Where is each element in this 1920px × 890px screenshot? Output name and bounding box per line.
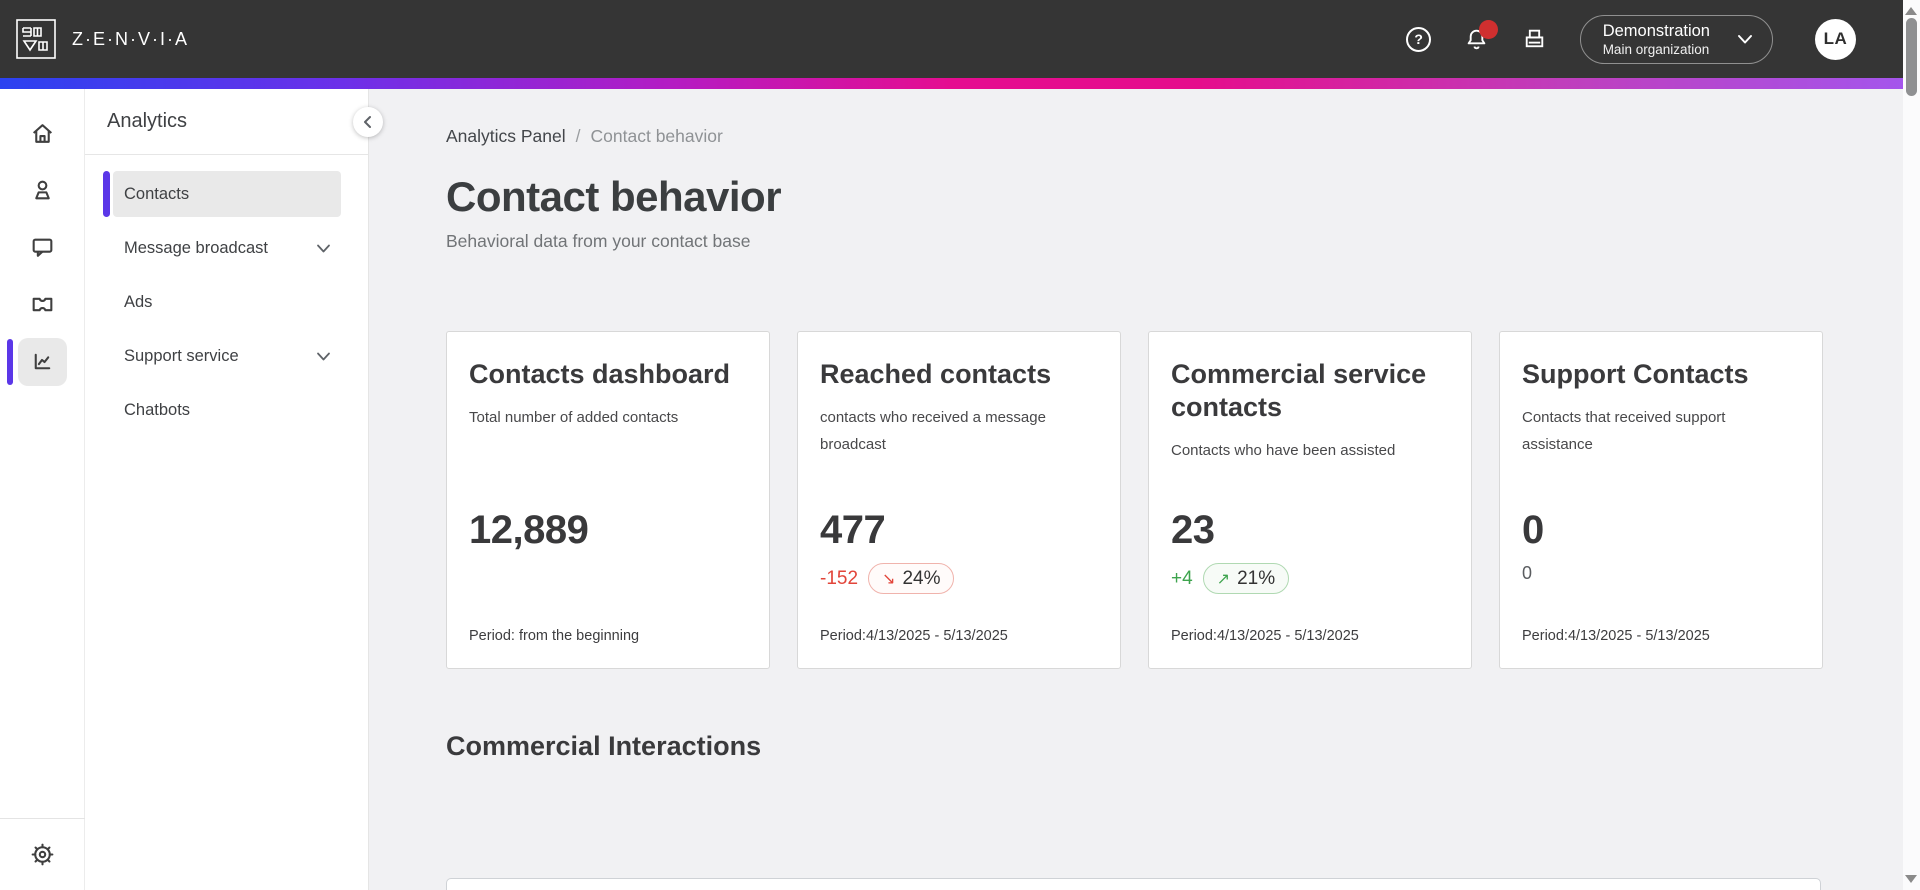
sidebar-item-label: Support service: [124, 346, 239, 365]
card-title: Reached contacts: [820, 359, 1052, 389]
delta-value: 0: [1522, 563, 1533, 583]
sidebar-item-label: Message broadcast: [124, 238, 268, 257]
chevron-left-icon: [364, 116, 371, 128]
section-title-commercial-interactions: Commercial Interactions: [446, 731, 762, 761]
breadcrumb-current: Contact behavior: [590, 126, 723, 146]
card-title: Support Contacts: [1522, 359, 1749, 389]
trend-down-arrow-icon: ↘: [882, 570, 896, 588]
print-button[interactable]: [1520, 24, 1550, 54]
chat-icon: [32, 238, 52, 257]
trend-up-arrow-icon: ↗: [1216, 570, 1231, 588]
breadcrumb-separator: /: [575, 126, 581, 146]
rail-item-campaigns[interactable]: [0, 276, 85, 333]
card-period: Period:4/13/2025 - 5/13/2025: [820, 628, 1008, 644]
main-content: Analytics Panel / Contact behavior Conta…: [369, 89, 1903, 890]
rail-item-home[interactable]: [0, 105, 85, 162]
delta-value: +4: [1171, 567, 1193, 589]
sidebar-collapse-button[interactable]: [353, 107, 383, 137]
rail-item-conversations[interactable]: [0, 219, 85, 276]
help-button[interactable]: ?: [1404, 24, 1434, 54]
help-icon: ?: [1406, 26, 1432, 52]
brand-gradient-bar: [0, 78, 1903, 89]
card-period: Period:4/13/2025 - 5/13/2025: [1171, 628, 1359, 644]
delta-row: -152 ↘ 24%: [820, 563, 955, 594]
notifications-button[interactable]: [1462, 20, 1498, 54]
printer-icon: [1525, 29, 1544, 47]
card-value: 0: [1522, 508, 1544, 552]
badge-percent: 21%: [1237, 567, 1276, 589]
sidebar-item-contacts[interactable]: Contacts: [103, 171, 341, 217]
card-period: Period: from the beginning: [469, 628, 640, 644]
settings-button[interactable]: [29, 841, 56, 868]
sidebar-title: Analytics: [107, 110, 188, 132]
icon-rail: [0, 89, 85, 890]
rail-item-contacts[interactable]: [0, 162, 85, 219]
delta-value: -152: [820, 567, 859, 589]
card-reached-contacts: Reached contacts contacts who received a…: [797, 331, 1121, 669]
sidebar-item-support-service[interactable]: Support service: [113, 333, 341, 379]
topbar: Z·E·N·V·I·A ? Demonstration Main organiz…: [0, 0, 1903, 78]
sidebar-item-label: Contacts: [124, 184, 190, 203]
sidebar-items: Contacts Message broadcast Ads Support s…: [85, 155, 368, 433]
trend-badge: ↘ 24%: [868, 563, 955, 594]
delta-row: 0: [1522, 563, 1532, 584]
active-indicator: [103, 171, 110, 217]
card-commercial-service-contacts: Commercial service contacts Contacts who…: [1148, 331, 1472, 669]
rail-footer: [0, 818, 85, 890]
page-scrollbar[interactable]: [1903, 0, 1920, 890]
card-description: Contacts that received support assistanc…: [1522, 409, 1726, 453]
kpi-cards-row: Contacts dashboard Total number of added…: [446, 331, 1903, 669]
card-description: contacts who received a message broadcas…: [820, 409, 1046, 453]
sidebar-item-message-broadcast[interactable]: Message broadcast: [113, 225, 341, 271]
home-icon: [32, 124, 52, 143]
active-background: [17, 338, 67, 386]
card-value: 477: [820, 508, 886, 552]
card-title: Contacts dashboard: [469, 359, 731, 389]
sidebar-item-ads[interactable]: Ads: [113, 279, 341, 325]
breadcrumb-analytics-panel[interactable]: Analytics Panel: [446, 126, 566, 146]
page-subtitle: Behavioral data from your contact base: [446, 231, 751, 251]
card-description: Total number of added contacts: [469, 409, 679, 426]
chevron-down-icon: [314, 239, 333, 258]
notification-badge: [1478, 20, 1498, 39]
sidebar-item-chatbots[interactable]: Chatbots: [113, 387, 341, 433]
organization-name: Demonstration: [1602, 21, 1710, 40]
ticket-icon: [32, 297, 52, 312]
sidebar-item-label: Chatbots: [124, 400, 191, 419]
chevron-down-icon: [1734, 28, 1756, 50]
sidebar-header: Analytics: [85, 89, 383, 155]
chevron-down-icon: [314, 347, 333, 366]
sidebar-item-label: Ads: [124, 292, 153, 311]
scrollbar-down-arrow[interactable]: [1905, 875, 1917, 883]
active-indicator: [6, 339, 13, 385]
scrollbar-up-arrow[interactable]: [1905, 7, 1917, 15]
card-period: Period:4/13/2025 - 5/13/2025: [1522, 628, 1710, 644]
card-contacts-dashboard: Contacts dashboard Total number of added…: [446, 331, 770, 669]
page-title: Contact behavior: [446, 173, 782, 220]
person-icon: [34, 180, 50, 200]
chart-icon: [34, 353, 50, 370]
rail-item-analytics[interactable]: [0, 333, 85, 390]
card-description: Contacts who have been assisted: [1171, 442, 1396, 459]
commercial-interactions-panel: [446, 878, 1821, 890]
card-value: 23: [1171, 508, 1215, 552]
trend-badge: ↗ 21%: [1202, 563, 1290, 594]
breadcrumb: Analytics Panel / Contact behavior: [446, 126, 1903, 147]
organization-subtitle: Main organization: [1602, 41, 1710, 57]
brand-text: Z·E·N·V·I·A: [72, 28, 189, 49]
gear-icon: [31, 843, 54, 866]
card-title: Commercial service contacts: [1171, 359, 1427, 422]
badge-percent: 24%: [902, 567, 941, 589]
card-support-contacts: Support Contacts Contacts that received …: [1499, 331, 1823, 669]
analytics-sidebar: Analytics Contacts Message broadcast Ads…: [85, 89, 383, 890]
zenvia-logo-icon: [14, 17, 58, 61]
delta-row: +4 ↗ 21%: [1171, 563, 1290, 594]
avatar[interactable]: LA: [1815, 18, 1856, 60]
card-value: 12,889: [469, 508, 589, 552]
scrollbar-thumb[interactable]: [1906, 18, 1917, 96]
organization-switcher[interactable]: Demonstration Main organization: [1579, 14, 1773, 64]
